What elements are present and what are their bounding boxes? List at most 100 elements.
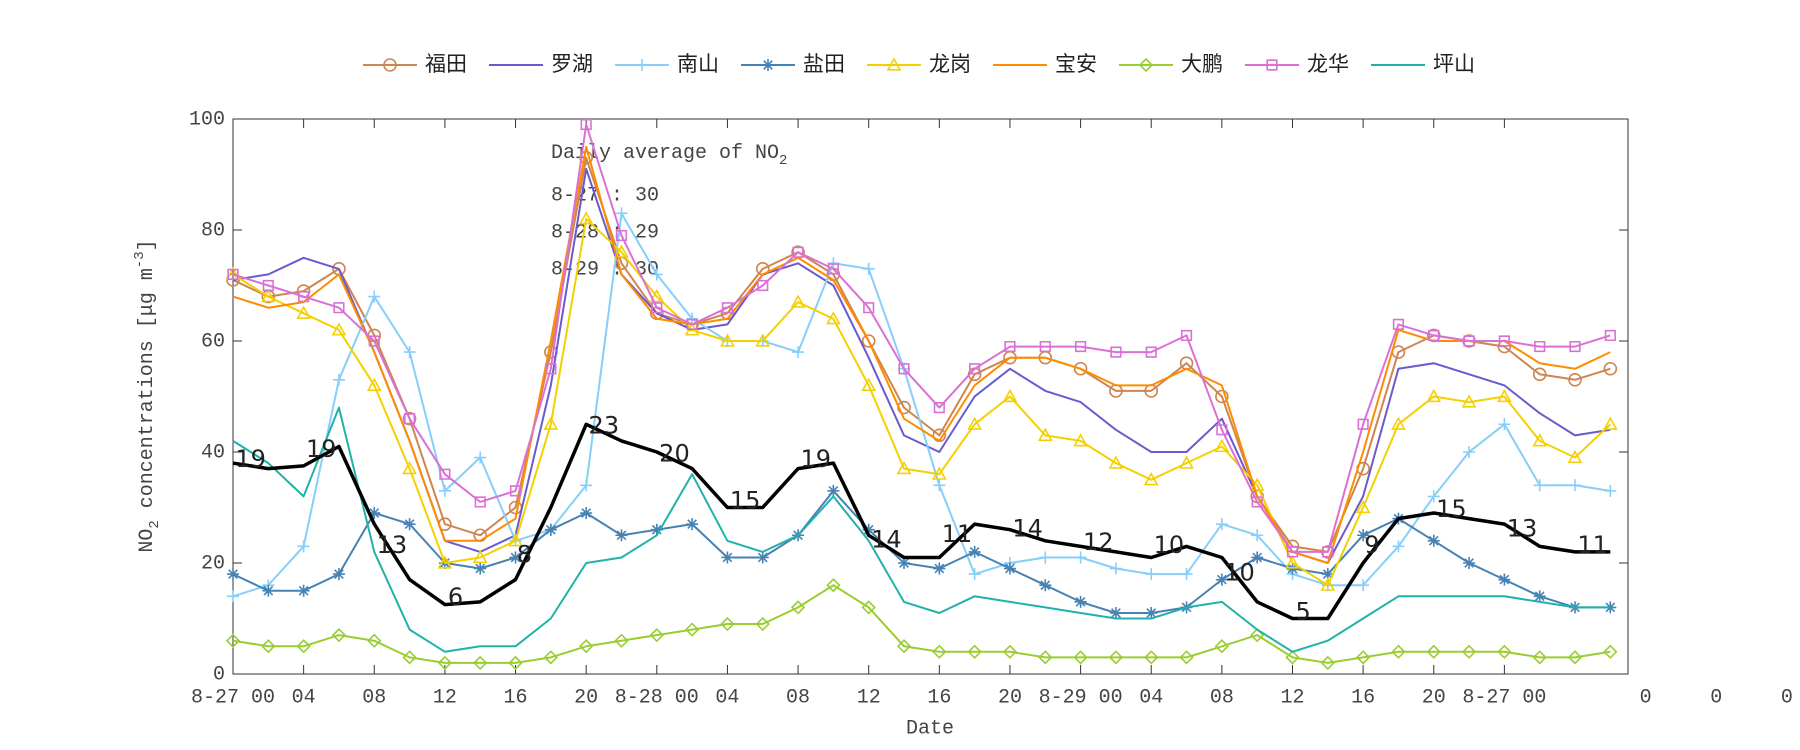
x-tick-label: 8-27 00 bbox=[1462, 686, 1546, 709]
data-marker bbox=[933, 402, 945, 414]
x-tick-label: 04 bbox=[292, 686, 316, 709]
data-marker bbox=[1074, 551, 1087, 564]
mean-annotation: 23 bbox=[589, 412, 620, 440]
data-marker bbox=[967, 367, 982, 382]
x-tick-label: 16 bbox=[504, 686, 528, 709]
x-tick-label: 0 bbox=[1710, 686, 1722, 709]
legend-marker bbox=[762, 59, 774, 71]
x-tick-label: 0 bbox=[1781, 686, 1793, 709]
y-tick-label: 0 bbox=[213, 663, 225, 686]
series-line bbox=[232, 584, 1611, 664]
series-line bbox=[232, 406, 1611, 653]
data-marker bbox=[615, 529, 628, 542]
data-marker bbox=[1567, 449, 1583, 464]
data-marker bbox=[649, 628, 664, 643]
mean-annotation: 10 bbox=[1224, 559, 1255, 587]
data-marker bbox=[1322, 546, 1334, 558]
y-tick-label: 60 bbox=[201, 330, 225, 353]
y-label-part: NO bbox=[136, 529, 159, 553]
mean-annotation: 5 bbox=[1295, 598, 1310, 626]
legend-label: 大鹏 bbox=[1181, 52, 1223, 76]
data-marker bbox=[756, 551, 769, 564]
data-marker bbox=[1357, 579, 1370, 592]
data-marker bbox=[1391, 644, 1406, 659]
data-marker bbox=[1533, 590, 1546, 603]
data-marker bbox=[508, 655, 523, 671]
data-marker bbox=[472, 549, 488, 564]
data-marker bbox=[544, 523, 557, 536]
data-marker bbox=[720, 333, 735, 347]
mean-annotation: 13 bbox=[377, 531, 408, 559]
data-marker bbox=[1108, 455, 1124, 469]
data-marker bbox=[474, 562, 487, 575]
legend-label: 罗湖 bbox=[551, 52, 593, 76]
data-marker bbox=[969, 363, 981, 375]
mean-annotation: 10 bbox=[1154, 531, 1185, 559]
x-tick-label: 12 bbox=[433, 686, 457, 709]
data-marker bbox=[509, 551, 522, 564]
data-marker bbox=[651, 302, 663, 314]
data-marker bbox=[1039, 579, 1052, 592]
data-marker bbox=[262, 279, 274, 292]
data-marker bbox=[863, 302, 875, 314]
mean-annotation: 11 bbox=[942, 520, 973, 548]
data-marker bbox=[862, 523, 875, 536]
data-marker bbox=[1498, 418, 1511, 431]
data-marker bbox=[1604, 329, 1616, 342]
info-line: 8-28 : 29 bbox=[551, 221, 659, 244]
y-tick-label: 80 bbox=[201, 219, 225, 242]
data-marker bbox=[578, 211, 594, 225]
data-marker bbox=[686, 518, 699, 531]
data-marker bbox=[1427, 490, 1440, 503]
data-marker bbox=[1498, 573, 1511, 586]
data-marker bbox=[792, 246, 804, 258]
series-line bbox=[232, 156, 1611, 553]
series-line bbox=[232, 217, 1611, 587]
data-marker bbox=[403, 346, 416, 359]
data-marker bbox=[1497, 388, 1512, 403]
mean-annotation: 12 bbox=[1083, 528, 1114, 556]
data-marker bbox=[861, 600, 876, 615]
x-tick-label: 04 bbox=[1139, 686, 1163, 709]
legend-label: 宝安 bbox=[1055, 52, 1097, 76]
data-marker bbox=[1285, 650, 1300, 665]
info-heading: Daily average of NO2 bbox=[551, 142, 787, 168]
x-tick-label: 20 bbox=[574, 686, 598, 709]
data-marker bbox=[721, 551, 734, 564]
data-marker bbox=[1461, 644, 1477, 659]
data-marker bbox=[1533, 479, 1546, 492]
data-marker bbox=[227, 268, 239, 280]
data-marker bbox=[1073, 433, 1088, 447]
series-line bbox=[232, 212, 1611, 598]
data-marker bbox=[757, 279, 769, 292]
data-marker bbox=[1215, 573, 1228, 586]
data-marker bbox=[967, 416, 983, 430]
data-marker bbox=[827, 484, 840, 497]
data-marker bbox=[1391, 345, 1406, 359]
data-marker bbox=[1392, 540, 1405, 553]
data-marker bbox=[260, 288, 276, 303]
data-marker bbox=[297, 584, 310, 597]
data-marker bbox=[933, 562, 946, 575]
data-marker bbox=[1426, 388, 1442, 403]
data-marker bbox=[1463, 557, 1476, 569]
data-marker bbox=[967, 644, 982, 659]
y-label-part: ] bbox=[136, 239, 159, 251]
data-marker bbox=[684, 622, 700, 637]
data-marker bbox=[1214, 639, 1229, 654]
legend-label: 福田 bbox=[425, 52, 467, 76]
data-marker bbox=[862, 262, 875, 275]
data-marker bbox=[968, 568, 981, 581]
data-marker bbox=[403, 413, 416, 425]
data-marker bbox=[1426, 644, 1441, 659]
data-marker bbox=[1532, 367, 1547, 382]
legend-label: 龙岗 bbox=[929, 52, 971, 76]
mean-annotation: 14 bbox=[1012, 514, 1043, 542]
data-marker bbox=[1039, 551, 1052, 564]
data-marker bbox=[402, 650, 417, 665]
data-marker bbox=[1461, 394, 1477, 408]
data-marker bbox=[1108, 650, 1124, 665]
data-marker bbox=[933, 479, 946, 492]
data-marker bbox=[1074, 595, 1087, 608]
